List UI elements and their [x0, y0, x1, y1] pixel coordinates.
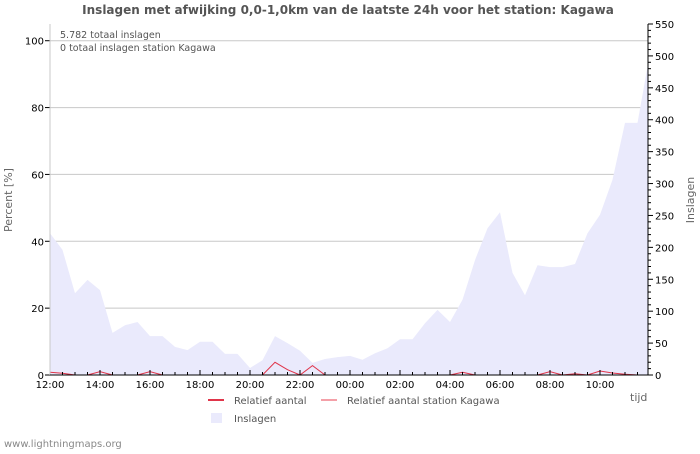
y-right-tick-label: 350 [655, 148, 674, 159]
x-tick-label: 00:00 [336, 380, 365, 391]
y-left-tick-label: 60 [31, 170, 44, 181]
legend-swatch-inslagen [211, 413, 222, 423]
x-tick-label: 08:00 [536, 380, 565, 391]
y-right-tick-label: 550 [655, 20, 674, 31]
inslagen-area [50, 66, 648, 376]
x-axis-label: tijd [630, 391, 647, 404]
legend-swatch-relatief-station [321, 399, 337, 401]
annotation-total: 5.782 totaal inslagen [60, 30, 161, 41]
x-tick-label: 18:00 [186, 380, 215, 391]
x-tick-label: 20:00 [236, 380, 265, 391]
legend-label-inslagen: Inslagen [234, 414, 276, 425]
y-right-tick-label: 300 [655, 180, 674, 191]
x-tick-label: 02:00 [386, 380, 415, 391]
y-left-tick-label: 20 [31, 304, 44, 315]
y-right-tick-label: 100 [655, 307, 674, 318]
y-right-tick-label: 150 [655, 275, 674, 286]
y-axis-left-label: Percent [%] [2, 168, 15, 232]
x-tick-label: 14:00 [86, 380, 115, 391]
axes: 0 20 40 60 80 100 0 50 100 150 200 250 300 350 400 450 5… [25, 20, 674, 391]
y-right-tick-label: 450 [655, 84, 674, 95]
x-tick-label: 12:00 [36, 380, 65, 391]
y-right-tick-label: 0 [655, 371, 661, 382]
y-right-tick-label: 200 [655, 243, 674, 254]
x-tick-label: 06:00 [486, 380, 515, 391]
legend-label-relatief: Relatief aantal [234, 396, 307, 407]
y-right-tick-label: 50 [655, 339, 668, 350]
y-axis-right-label: Inslagen [684, 177, 697, 223]
x-tick-label: 16:00 [136, 380, 165, 391]
legend: Relatief aantal Relatief aantal station … [208, 396, 500, 425]
x-tick-label: 04:00 [436, 380, 465, 391]
y-right-tick-label: 500 [655, 52, 674, 63]
chart-title: Inslagen met afwijking 0,0-1,0km van de … [82, 3, 614, 17]
legend-label-relatief-station: Relatief aantal station Kagawa [347, 396, 500, 407]
y-left-tick-label: 100 [25, 37, 44, 48]
x-tick-label: 22:00 [286, 380, 315, 391]
footer-credit: www.lightningmaps.org [4, 439, 122, 450]
y-left-tick-label: 40 [31, 237, 44, 248]
y-left-tick-label: 80 [31, 104, 44, 115]
legend-swatch-relatief [208, 399, 224, 401]
y-left-tick-label: 0 [38, 371, 44, 382]
y-right-tick-label: 400 [655, 116, 674, 127]
annotation-station: 0 totaal inslagen station Kagawa [60, 43, 216, 54]
x-tick-label: 10:00 [586, 380, 615, 391]
y-right-tick-label: 250 [655, 211, 674, 222]
